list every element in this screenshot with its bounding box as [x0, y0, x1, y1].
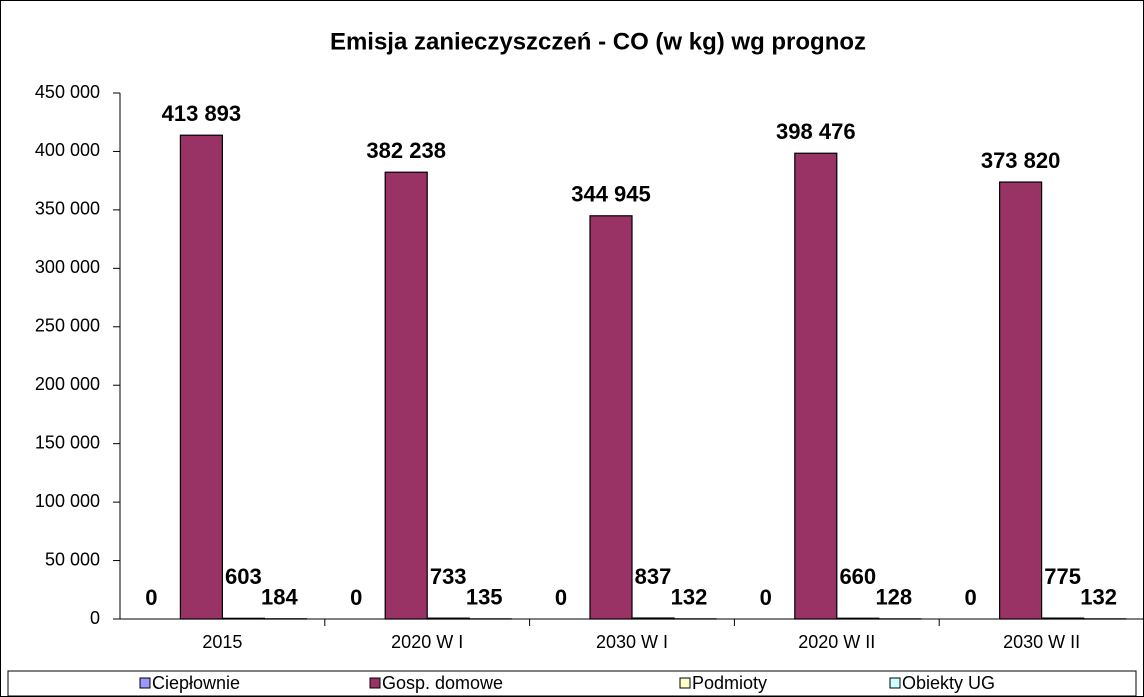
bar — [631, 617, 675, 620]
legend-swatch — [889, 677, 901, 689]
x-tick-label: 2030 W II — [1003, 632, 1080, 652]
value-label: 603 — [225, 564, 262, 589]
y-tick-label: 450 000 — [35, 82, 100, 102]
bar — [836, 617, 880, 620]
bar — [384, 171, 428, 620]
value-label: 184 — [261, 585, 298, 610]
value-label: 0 — [555, 585, 567, 610]
value-label: 132 — [1080, 585, 1117, 610]
y-tick-label: 150 000 — [35, 432, 100, 452]
y-tick-label: 400 000 — [35, 140, 100, 160]
y-tick-label: 100 000 — [35, 491, 100, 511]
legend-label: Obiekty UG — [902, 673, 995, 693]
x-tick-label: 2020 W II — [798, 632, 875, 652]
bar — [794, 152, 838, 620]
value-label: 0 — [760, 585, 772, 610]
legend-label: Ciepłownie — [152, 673, 240, 693]
value-label: 413 893 — [162, 101, 242, 126]
bar — [998, 181, 1043, 620]
value-label: 837 — [635, 564, 672, 589]
value-label: 733 — [430, 564, 467, 589]
value-label: 660 — [839, 564, 876, 589]
x-tick-label: 2030 W I — [596, 632, 668, 652]
y-tick-label: 350 000 — [35, 199, 100, 219]
legend-swatch — [369, 677, 381, 689]
value-label: 373 820 — [981, 148, 1061, 173]
chart-title: Emisja zanieczyszczeń - CO (w kg) wg pro… — [330, 28, 866, 55]
legend-swatch — [679, 677, 691, 689]
y-tick-label: 50 000 — [45, 549, 100, 569]
value-label: 775 — [1044, 564, 1081, 589]
value-label: 0 — [964, 585, 976, 610]
legend-label: Gosp. domowe — [382, 673, 503, 693]
value-label: 344 945 — [571, 182, 651, 207]
bar — [221, 617, 265, 620]
value-label: 135 — [466, 585, 503, 610]
legend-label: Podmioty — [692, 673, 767, 693]
legend-swatch — [139, 677, 151, 689]
x-tick-label: 2015 — [202, 632, 242, 652]
value-label: 132 — [671, 585, 708, 610]
y-tick-label: 0 — [90, 608, 100, 628]
value-label: 0 — [145, 585, 157, 610]
value-label: 382 238 — [366, 138, 446, 163]
value-label: 128 — [875, 585, 912, 610]
bar — [179, 134, 223, 620]
bar — [1040, 617, 1085, 620]
y-tick-label: 200 000 — [35, 374, 100, 394]
legend-box — [7, 670, 1137, 697]
bar — [426, 617, 470, 620]
y-tick-label: 300 000 — [35, 257, 100, 277]
y-tick-label: 250 000 — [35, 316, 100, 336]
value-label: 398 476 — [776, 119, 856, 144]
bar — [589, 215, 633, 620]
value-label: 0 — [350, 585, 362, 610]
x-tick-label: 2020 W I — [391, 632, 463, 652]
